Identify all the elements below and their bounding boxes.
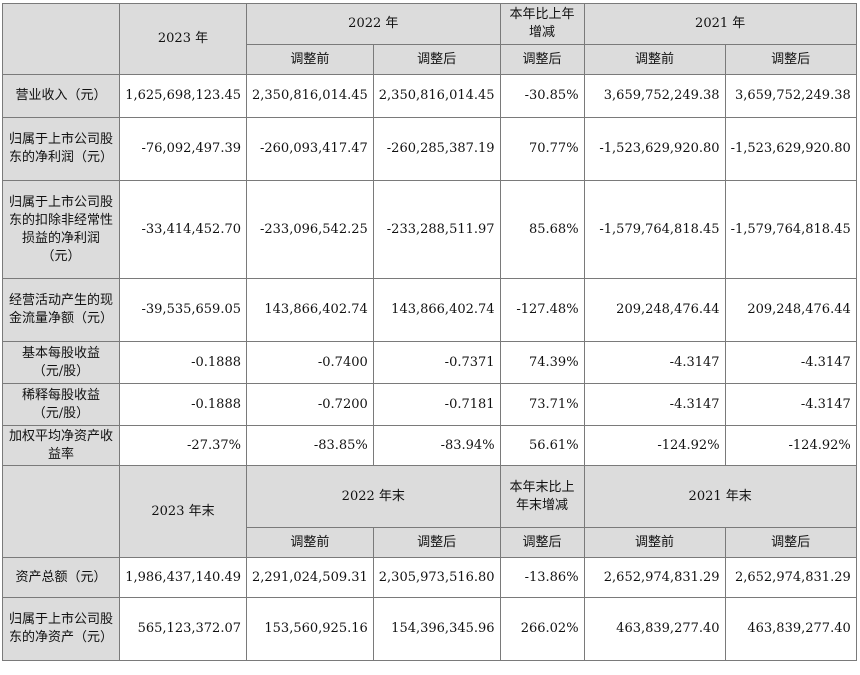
cell-2022-before: -233,096,542.25 xyxy=(246,180,374,279)
cell-2021-before: 209,248,476.44 xyxy=(583,278,726,342)
row-label: 营业收入（元） xyxy=(2,74,120,118)
cell-2021-after: 2,652,974,831.29 xyxy=(724,557,857,598)
header-2021-end-after: 调整后 xyxy=(724,527,857,558)
row-label: 归属于上市公司股东的净资产（元） xyxy=(2,597,120,661)
header-change-end: 本年末比上年末增减 xyxy=(499,465,585,528)
header-2022-end-before: 调整前 xyxy=(246,527,374,558)
cell-2021-before: 463,839,277.40 xyxy=(583,597,726,661)
table-row: 归属于上市公司股东的扣除非经常性损益的净利润（元） -33,414,452.70… xyxy=(2,180,857,279)
cell-2023: -27.37% xyxy=(119,425,247,466)
cell-2022-after: 2,350,816,014.45 xyxy=(372,74,501,118)
header-change-end-after: 调整后 xyxy=(499,527,585,558)
header-2021-before: 调整前 xyxy=(583,44,726,75)
cell-2022-before: -83.85% xyxy=(246,425,374,466)
header-corner-cell xyxy=(2,465,120,558)
header-row-adjust-end: 调整前 调整后 调整后 调整前 调整后 xyxy=(3,527,857,558)
header-row-adjust: 调整前 调整后 调整后 调整前 调整后 xyxy=(3,44,857,75)
cell-2021-after: 209,248,476.44 xyxy=(724,278,857,342)
cell-2023: 565,123,372.07 xyxy=(119,597,247,661)
cell-2022-before: 2,291,024,509.31 xyxy=(246,557,374,598)
cell-2023: 1,625,698,123.45 xyxy=(119,74,247,118)
header-2022-after: 调整后 xyxy=(372,44,501,75)
cell-change: 73.71% xyxy=(499,383,585,426)
header-2022-end-after: 调整后 xyxy=(372,527,501,558)
cell-change: -127.48% xyxy=(499,278,585,342)
row-label: 稀释每股收益（元/股） xyxy=(2,383,120,426)
cell-change: 85.68% xyxy=(499,180,585,279)
cell-2021-after: 463,839,277.40 xyxy=(724,597,857,661)
cell-2023: -0.1888 xyxy=(119,341,247,384)
table-row: 稀释每股收益（元/股） -0.1888 -0.7200 -0.7181 73.7… xyxy=(2,383,857,426)
header-2021-end-before: 调整前 xyxy=(583,527,726,558)
cell-change: 70.77% xyxy=(499,117,585,181)
cell-2022-after: -0.7371 xyxy=(372,341,501,384)
header-row-years-end: 2023 年末 2022 年末 本年末比上年末增减 2021 年末 xyxy=(2,465,857,558)
cell-2022-after: 154,396,345.96 xyxy=(372,597,501,661)
cell-2021-before: -4.3147 xyxy=(583,383,726,426)
cell-change: 74.39% xyxy=(499,341,585,384)
header-2021: 2021 年 xyxy=(583,3,857,45)
cell-change: 56.61% xyxy=(499,425,585,466)
cell-2021-before: 2,652,974,831.29 xyxy=(583,557,726,598)
cell-2022-after: 143,866,402.74 xyxy=(372,278,501,342)
table-row: 加权平均净资产收益率 -27.37% -83.85% -83.94% 56.61… xyxy=(2,425,857,466)
header-2023-end: 2023 年末 xyxy=(119,465,247,558)
cell-2021-before: 3,659,752,249.38 xyxy=(583,74,726,118)
cell-2021-after: -1,579,764,818.45 xyxy=(724,180,857,279)
financial-indicators-table: 2023 年 2022 年 本年比上年增减 2021 年 调整前 调整后 调整后… xyxy=(2,3,857,661)
cell-2022-after: -83.94% xyxy=(372,425,501,466)
cell-2022-after: -260,285,387.19 xyxy=(372,117,501,181)
cell-2022-before: 153,560,925.16 xyxy=(246,597,374,661)
cell-2021-after: -4.3147 xyxy=(724,341,857,384)
cell-2022-after: 2,305,973,516.80 xyxy=(372,557,501,598)
row-label: 基本每股收益（元/股） xyxy=(2,341,120,384)
cell-2021-before: -1,579,764,818.45 xyxy=(583,180,726,279)
cell-2023: -39,535,659.05 xyxy=(119,278,247,342)
header-2022-before: 调整前 xyxy=(246,44,374,75)
header-change-after: 调整后 xyxy=(499,44,585,75)
cell-2021-after: -4.3147 xyxy=(724,383,857,426)
header-2021-after: 调整后 xyxy=(724,44,857,75)
cell-change: 266.02% xyxy=(499,597,585,661)
cell-2023: -33,414,452.70 xyxy=(119,180,247,279)
header-2022-end: 2022 年末 xyxy=(246,465,501,528)
header-change: 本年比上年增减 xyxy=(499,3,585,45)
cell-2022-before: -0.7200 xyxy=(246,383,374,426)
cell-2022-after: -233,288,511.97 xyxy=(372,180,501,279)
table-row: 归属于上市公司股东的净资产（元） 565,123,372.07 153,560,… xyxy=(2,597,857,661)
row-label: 归属于上市公司股东的净利润（元） xyxy=(2,117,120,181)
cell-2023: 1,986,437,140.49 xyxy=(119,557,247,598)
table-row: 经营活动产生的现金流量净额（元） -39,535,659.05 143,866,… xyxy=(2,278,857,342)
row-label: 归属于上市公司股东的扣除非经常性损益的净利润（元） xyxy=(2,180,120,279)
header-corner-cell xyxy=(2,3,120,75)
cell-2022-before: -260,093,417.47 xyxy=(246,117,374,181)
cell-2021-after: -124.92% xyxy=(724,425,857,466)
table-row: 营业收入（元） 1,625,698,123.45 2,350,816,014.4… xyxy=(2,74,857,118)
cell-2021-before: -4.3147 xyxy=(583,341,726,384)
cell-change: -30.85% xyxy=(499,74,585,118)
row-label: 加权平均净资产收益率 xyxy=(2,425,120,466)
cell-2022-before: 143,866,402.74 xyxy=(246,278,374,342)
table-row: 基本每股收益（元/股） -0.1888 -0.7400 -0.7371 74.3… xyxy=(2,341,857,384)
cell-2022-before: -0.7400 xyxy=(246,341,374,384)
cell-2021-after: 3,659,752,249.38 xyxy=(724,74,857,118)
row-label: 资产总额（元） xyxy=(2,557,120,598)
cell-2022-after: -0.7181 xyxy=(372,383,501,426)
header-2021-end: 2021 年末 xyxy=(583,465,857,528)
cell-2023: -76,092,497.39 xyxy=(119,117,247,181)
cell-2021-before: -1,523,629,920.80 xyxy=(583,117,726,181)
cell-2023: -0.1888 xyxy=(119,383,247,426)
cell-2021-after: -1,523,629,920.80 xyxy=(724,117,857,181)
cell-change: -13.86% xyxy=(499,557,585,598)
row-label: 经营活动产生的现金流量净额（元） xyxy=(2,278,120,342)
table-row: 资产总额（元） 1,986,437,140.49 2,291,024,509.3… xyxy=(2,557,857,598)
cell-2021-before: -124.92% xyxy=(583,425,726,466)
header-2022: 2022 年 xyxy=(246,3,501,45)
header-row-years: 2023 年 2022 年 本年比上年增减 2021 年 xyxy=(2,3,857,75)
cell-2022-before: 2,350,816,014.45 xyxy=(246,74,374,118)
table-row: 归属于上市公司股东的净利润（元） -76,092,497.39 -260,093… xyxy=(2,117,857,181)
header-2023: 2023 年 xyxy=(119,3,247,75)
